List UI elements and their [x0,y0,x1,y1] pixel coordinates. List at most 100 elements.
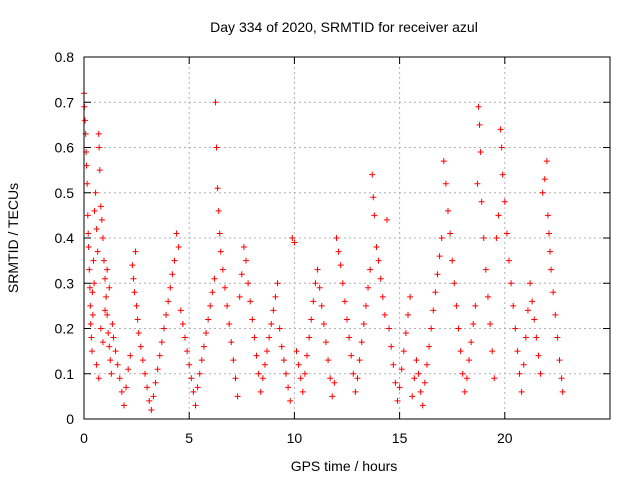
data-point [335,248,342,255]
data-point [522,334,529,341]
data-point [165,298,172,305]
data-point [139,357,146,364]
data-point [455,325,462,332]
data-point [163,311,170,318]
data-point [179,320,186,327]
data-point [524,307,531,314]
data-point [107,357,114,364]
data-point [472,302,479,309]
data-point [436,253,443,260]
data-point [487,320,494,327]
data-point [506,257,513,264]
data-point [348,352,355,359]
data-point [491,375,498,382]
data-point [466,357,473,364]
data-point [110,334,117,341]
data-point [91,280,98,287]
data-point [106,284,113,291]
data-point [196,370,203,377]
data-point [217,248,224,255]
data-point [531,316,538,323]
data-point [93,361,100,368]
data-point [92,189,99,196]
data-point [543,158,550,165]
data-point [367,266,374,273]
data-point [109,320,116,327]
data-point [475,103,482,110]
x-tick-label: 20 [497,430,513,446]
data-point [249,316,256,323]
data-point [211,275,218,282]
data-points [81,90,566,413]
data-point [125,366,132,373]
data-point [234,393,241,400]
x-tick-label: 10 [287,430,303,446]
data-point [533,334,540,341]
y-tick-label: 0.2 [55,321,75,337]
data-point [535,352,542,359]
data-point [377,275,384,282]
data-point [451,280,458,287]
data-point [96,144,103,151]
data-point [100,257,107,264]
data-point [299,388,306,395]
data-point [209,289,216,296]
data-point [171,257,178,264]
data-point [270,307,277,314]
data-point [520,361,527,368]
data-point [134,316,141,323]
data-point [310,298,317,305]
data-point [205,316,212,323]
data-point [88,348,95,355]
data-point [219,266,226,273]
y-tick-label: 0.1 [55,366,75,382]
data-point [89,289,96,296]
data-point [463,375,470,382]
data-point [84,212,91,219]
data-point [104,266,111,273]
data-point [329,393,336,400]
data-point [287,397,294,404]
y-tick-label: 0.4 [55,230,75,246]
data-point [356,357,363,364]
data-point [405,311,412,318]
data-point [510,302,517,309]
data-point [105,330,112,337]
data-point [413,357,420,364]
data-point [449,257,456,264]
data-point [221,284,228,291]
data-point [87,302,94,309]
data-point [512,325,519,332]
data-point [127,352,134,359]
data-point [295,361,302,368]
data-point [236,293,243,300]
data-point [318,302,325,309]
data-point [308,316,315,323]
data-point [86,284,93,291]
data-point [86,266,93,273]
data-point [102,275,109,282]
data-point [428,325,435,332]
x-tick-label: 5 [185,430,193,446]
data-point [423,361,430,368]
data-point [226,320,233,327]
data-point [365,284,372,291]
data-point [417,388,424,395]
data-point [192,402,199,409]
data-point [215,207,222,214]
data-point [527,280,534,287]
data-point [370,194,377,201]
data-point [552,311,559,318]
data-point [184,348,191,355]
data-point [461,388,468,395]
data-point [89,311,96,318]
data-point [142,370,149,377]
data-point [93,225,100,232]
data-point [498,144,505,151]
data-point [373,244,380,251]
data-point [426,343,433,350]
x-tick-label: 15 [392,430,408,446]
data-point [120,402,127,409]
data-point [369,171,376,178]
data-point [477,149,484,156]
